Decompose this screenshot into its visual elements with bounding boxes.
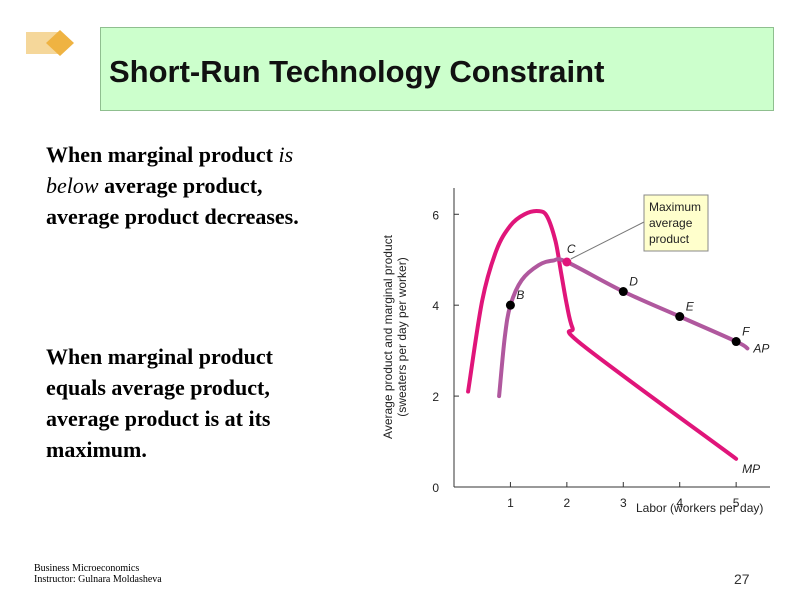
- annotation-line-2: average: [649, 216, 693, 230]
- series-ap-line: [497, 257, 750, 399]
- chart-annotation: Maximum average product: [570, 194, 709, 260]
- point-d-label: D: [629, 275, 638, 289]
- x-tick-label: 1: [507, 496, 514, 510]
- y-tick-label: 0: [432, 481, 439, 495]
- point-f: [731, 337, 741, 347]
- series-ap-label: AP: [752, 341, 769, 355]
- point-e-label: E: [686, 300, 695, 314]
- point-c-label: C: [567, 242, 576, 256]
- x-tick-label: 4: [676, 496, 683, 510]
- paragraph-below-text-1: When marginal product: [46, 142, 279, 167]
- point-b-label: B: [516, 288, 524, 302]
- annotation-line-1: Maximum: [649, 200, 701, 214]
- x-tick-label: 2: [564, 496, 571, 510]
- series-mp-label: MP: [742, 462, 760, 476]
- point-e: [675, 312, 685, 322]
- point-d: [618, 287, 628, 297]
- slide-title: Short-Run Technology Constraint: [109, 54, 605, 89]
- point-f-label: F: [742, 325, 750, 339]
- y-tick-label: 4: [432, 299, 439, 313]
- chart-curves: MP AP: [466, 209, 769, 476]
- series-mp-line: [466, 209, 739, 461]
- annotation-line-3: product: [649, 232, 690, 246]
- paragraph-below: When marginal product is below average p…: [46, 139, 336, 232]
- x-tick-label: 5: [733, 496, 740, 510]
- ap-mp-chart: 1 2 3 4 5 0 2 4 6 MP AP Maximum average product B…: [381, 188, 770, 515]
- diamond-logo-icon: [26, 30, 74, 56]
- paragraph-below-text-2: average product, average product decreas…: [46, 173, 299, 229]
- chart-ticks: 1 2 3 4 5 0 2 4 6: [432, 208, 739, 510]
- chart-axes: [453, 188, 770, 488]
- y-axis-label-line-2: (sweaters per day per worker): [395, 257, 409, 416]
- footer-instructor: Instructor: Gulnara Moldasheva: [34, 574, 162, 585]
- x-tick-label: 3: [620, 496, 627, 510]
- annotation-leader-line: [570, 221, 645, 260]
- y-axis-label-line-1: Average product and marginal product: [381, 234, 395, 439]
- footer-course: Business Microeconomics: [34, 563, 140, 574]
- paragraph-equals: When marginal product equals average pro…: [46, 344, 273, 462]
- y-tick-label: 6: [432, 208, 439, 222]
- point-c: [562, 257, 572, 267]
- title-box: Short-Run Technology Constraint: [100, 27, 774, 111]
- annotation-box: [643, 194, 709, 252]
- page-number: 27: [734, 571, 750, 587]
- paragraph-below-italic: is below: [46, 142, 294, 198]
- chart-points: B C D E F: [505, 242, 750, 347]
- point-b: [505, 300, 515, 310]
- footer: Business Microeconomics Instructor: Guln…: [34, 563, 162, 585]
- x-axis-label: Labor (workers per day): [636, 501, 763, 515]
- y-tick-label: 2: [432, 390, 439, 404]
